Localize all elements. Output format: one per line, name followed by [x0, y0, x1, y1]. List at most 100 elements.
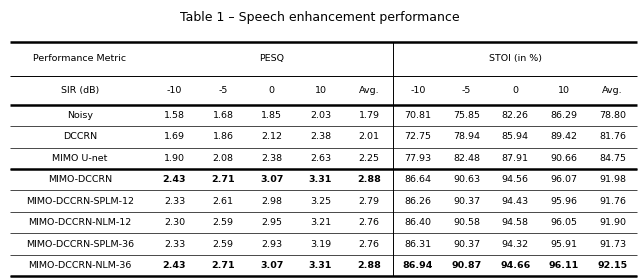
Text: 86.64: 86.64 [404, 175, 431, 184]
Text: 1.86: 1.86 [212, 132, 234, 141]
Text: 2.95: 2.95 [261, 218, 282, 227]
Text: 2.76: 2.76 [358, 218, 380, 227]
Text: 86.26: 86.26 [404, 197, 431, 206]
Text: 10: 10 [558, 86, 570, 95]
Text: 2.33: 2.33 [164, 240, 185, 249]
Text: 91.76: 91.76 [599, 197, 626, 206]
Text: 86.29: 86.29 [550, 111, 577, 120]
Text: MIMO-DCCRN-SPLM-36: MIMO-DCCRN-SPLM-36 [26, 240, 134, 249]
Text: 2.88: 2.88 [357, 175, 381, 184]
Text: 3.21: 3.21 [310, 218, 331, 227]
Text: Avg.: Avg. [359, 86, 380, 95]
Text: Avg.: Avg. [602, 86, 623, 95]
Text: 0: 0 [512, 86, 518, 95]
Text: -5: -5 [218, 86, 228, 95]
Text: 1.90: 1.90 [164, 154, 185, 163]
Text: 85.94: 85.94 [502, 132, 529, 141]
Text: 1.69: 1.69 [164, 132, 185, 141]
Text: 2.98: 2.98 [261, 197, 282, 206]
Text: 86.94: 86.94 [403, 261, 433, 270]
Text: 0: 0 [269, 86, 275, 95]
Text: Performance Metric: Performance Metric [33, 54, 127, 63]
Text: 90.37: 90.37 [453, 197, 480, 206]
Text: 78.94: 78.94 [453, 132, 480, 141]
Text: 78.80: 78.80 [599, 111, 626, 120]
Text: -5: -5 [462, 86, 471, 95]
Text: 2.01: 2.01 [358, 132, 380, 141]
Text: 2.30: 2.30 [164, 218, 185, 227]
Text: 1.58: 1.58 [164, 111, 185, 120]
Text: 91.90: 91.90 [599, 218, 626, 227]
Text: 90.58: 90.58 [453, 218, 480, 227]
Text: 87.91: 87.91 [502, 154, 529, 163]
Text: 2.71: 2.71 [211, 175, 235, 184]
Text: 84.75: 84.75 [599, 154, 626, 163]
Text: 3.07: 3.07 [260, 261, 284, 270]
Text: PESQ: PESQ [259, 54, 284, 63]
Text: DCCRN: DCCRN [63, 132, 97, 141]
Text: -10: -10 [167, 86, 182, 95]
Text: 94.58: 94.58 [502, 218, 529, 227]
Text: 2.63: 2.63 [310, 154, 331, 163]
Text: 92.15: 92.15 [597, 261, 628, 270]
Text: 96.07: 96.07 [550, 175, 577, 184]
Text: 77.93: 77.93 [404, 154, 431, 163]
Text: 89.42: 89.42 [550, 132, 577, 141]
Text: 1.79: 1.79 [358, 111, 380, 120]
Text: 2.43: 2.43 [163, 175, 186, 184]
Text: 82.26: 82.26 [502, 111, 529, 120]
Text: 90.37: 90.37 [453, 240, 480, 249]
Text: 96.11: 96.11 [548, 261, 579, 270]
Text: SIR (dB): SIR (dB) [61, 86, 99, 95]
Text: 2.76: 2.76 [358, 240, 380, 249]
Text: 3.07: 3.07 [260, 175, 284, 184]
Text: STOI (in %): STOI (in %) [488, 54, 541, 63]
Text: 1.85: 1.85 [261, 111, 282, 120]
Text: 2.61: 2.61 [212, 197, 234, 206]
Text: 2.25: 2.25 [358, 154, 380, 163]
Text: Table 1 – Speech enhancement performance: Table 1 – Speech enhancement performance [180, 11, 460, 24]
Text: 75.85: 75.85 [453, 111, 480, 120]
Text: 2.88: 2.88 [357, 261, 381, 270]
Text: 96.05: 96.05 [550, 218, 577, 227]
Text: 95.91: 95.91 [550, 240, 577, 249]
Text: 70.81: 70.81 [404, 111, 431, 120]
Text: 90.63: 90.63 [453, 175, 480, 184]
Text: Noisy: Noisy [67, 111, 93, 120]
Text: 95.96: 95.96 [550, 197, 577, 206]
Text: 2.59: 2.59 [212, 240, 234, 249]
Text: MIMO-DCCRN-SPLM-12: MIMO-DCCRN-SPLM-12 [26, 197, 134, 206]
Text: 3.31: 3.31 [308, 261, 332, 270]
Text: 3.31: 3.31 [308, 175, 332, 184]
Text: MIMO-DCCRN-NLM-36: MIMO-DCCRN-NLM-36 [28, 261, 132, 270]
Text: 90.66: 90.66 [550, 154, 577, 163]
Text: 91.98: 91.98 [599, 175, 626, 184]
Text: 2.38: 2.38 [310, 132, 331, 141]
Text: MIMO U-net: MIMO U-net [52, 154, 108, 163]
Text: 2.38: 2.38 [261, 154, 282, 163]
Text: 1.68: 1.68 [212, 111, 234, 120]
Text: -10: -10 [410, 86, 426, 95]
Text: 3.19: 3.19 [310, 240, 331, 249]
Text: 10: 10 [314, 86, 326, 95]
Text: 2.08: 2.08 [212, 154, 234, 163]
Text: 2.43: 2.43 [163, 261, 186, 270]
Text: 94.56: 94.56 [502, 175, 529, 184]
Text: 81.76: 81.76 [599, 132, 626, 141]
Text: 72.75: 72.75 [404, 132, 431, 141]
Text: 3.25: 3.25 [310, 197, 331, 206]
Text: 94.32: 94.32 [502, 240, 529, 249]
Text: 2.71: 2.71 [211, 261, 235, 270]
Text: MIMO-DCCRN: MIMO-DCCRN [48, 175, 112, 184]
Text: 91.73: 91.73 [599, 240, 626, 249]
Text: 86.40: 86.40 [404, 218, 431, 227]
Text: 94.66: 94.66 [500, 261, 531, 270]
Text: 2.93: 2.93 [261, 240, 282, 249]
Text: 82.48: 82.48 [453, 154, 480, 163]
Text: 2.33: 2.33 [164, 197, 185, 206]
Text: 86.31: 86.31 [404, 240, 431, 249]
Text: 2.12: 2.12 [261, 132, 282, 141]
Text: 94.43: 94.43 [502, 197, 529, 206]
Text: 2.79: 2.79 [358, 197, 380, 206]
Text: 2.03: 2.03 [310, 111, 331, 120]
